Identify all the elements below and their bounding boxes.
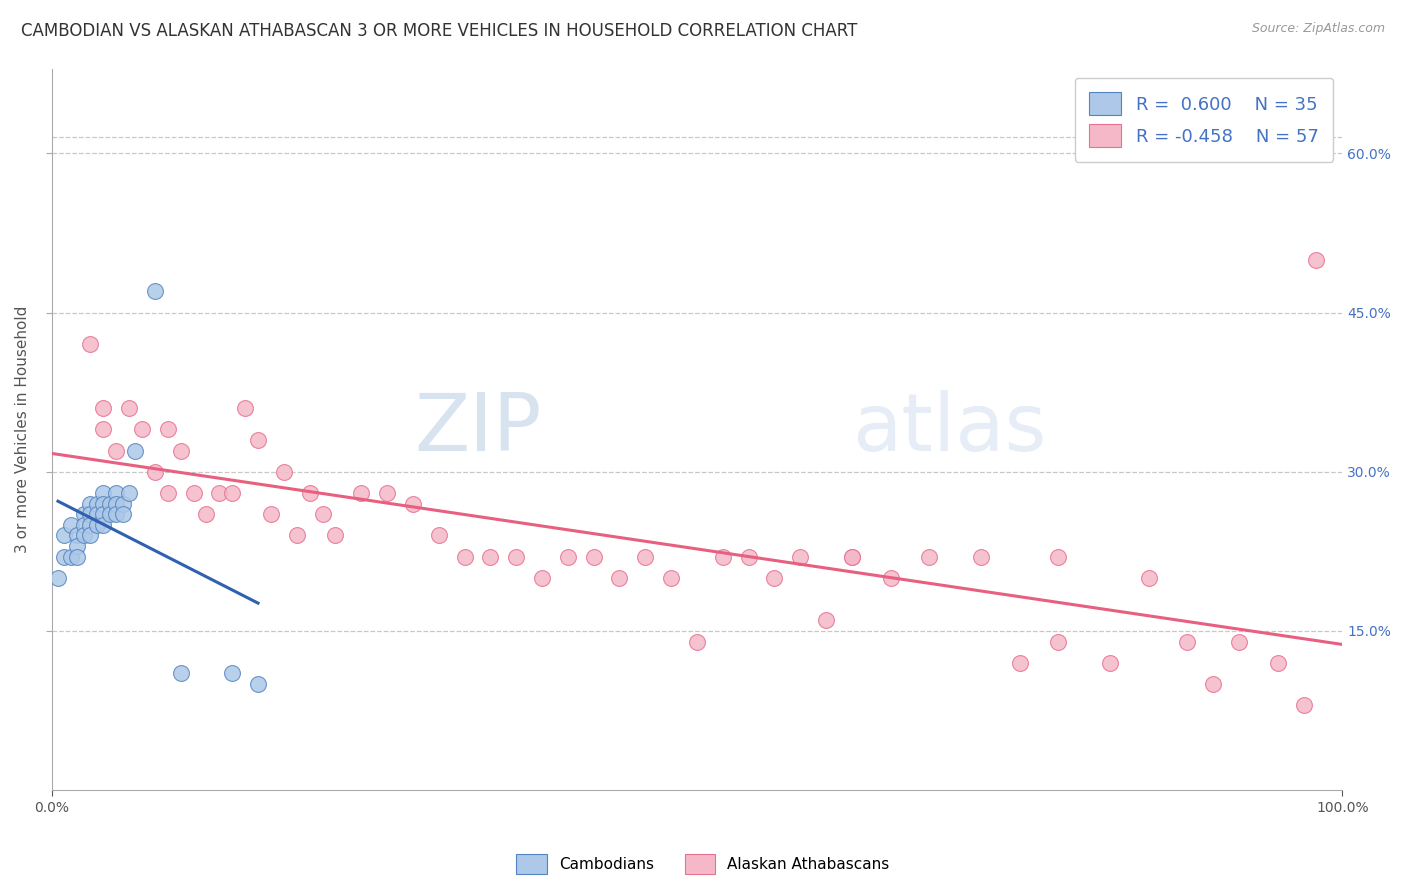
Point [111, 507, 134, 521]
Point [73, 517, 96, 532]
Point [79, 528, 101, 542]
Point [350, 486, 373, 500]
Point [143, 465, 166, 479]
Point [814, 613, 837, 627]
Point [505, 549, 527, 564]
Point [918, 549, 941, 564]
Point [124, 443, 146, 458]
Point [118, 486, 141, 500]
Point [711, 549, 734, 564]
Point [105, 486, 128, 500]
Point [98, 507, 121, 521]
Point [247, 677, 270, 691]
Point [737, 549, 759, 564]
Point [530, 571, 553, 585]
Point [479, 549, 502, 564]
Point [105, 443, 128, 458]
Point [970, 549, 993, 564]
Point [609, 571, 631, 585]
Point [86, 497, 108, 511]
Point [247, 433, 270, 447]
Point [86, 507, 108, 521]
Point [1047, 634, 1070, 648]
Point [208, 486, 231, 500]
Point [427, 528, 450, 542]
Point [118, 401, 141, 416]
Point [260, 507, 283, 521]
Point [53, 549, 76, 564]
Point [1227, 634, 1250, 648]
Point [156, 486, 179, 500]
Point [557, 549, 579, 564]
Point [233, 401, 256, 416]
Point [156, 422, 179, 436]
Point [98, 497, 121, 511]
Point [298, 486, 321, 500]
Text: CAMBODIAN VS ALASKAN ATHABASCAN 3 OR MORE VEHICLES IN HOUSEHOLD CORRELATION CHAR: CAMBODIAN VS ALASKAN ATHABASCAN 3 OR MOR… [21, 22, 858, 40]
Point [46, 571, 69, 585]
Point [841, 549, 863, 564]
Point [221, 486, 243, 500]
Point [169, 443, 191, 458]
Point [221, 666, 243, 681]
Point [59, 549, 82, 564]
Point [111, 497, 134, 511]
Point [879, 571, 901, 585]
Point [789, 549, 811, 564]
Point [73, 507, 96, 521]
Point [634, 549, 657, 564]
Point [91, 497, 114, 511]
Legend: Cambodians, Alaskan Athabascans: Cambodians, Alaskan Athabascans [510, 848, 896, 880]
Point [169, 666, 191, 681]
Point [325, 528, 347, 542]
Legend: R =  0.600    N = 35, R = -0.458    N = 57: R = 0.600 N = 35, R = -0.458 N = 57 [1074, 78, 1333, 161]
Point [453, 549, 475, 564]
Text: Source: ZipAtlas.com: Source: ZipAtlas.com [1251, 22, 1385, 36]
Point [1177, 634, 1199, 648]
Point [79, 517, 101, 532]
Point [79, 337, 101, 351]
Point [402, 497, 425, 511]
Point [91, 486, 114, 500]
Point [131, 422, 153, 436]
Point [582, 549, 605, 564]
Point [375, 486, 398, 500]
Point [183, 486, 205, 500]
Point [91, 401, 114, 416]
Point [105, 507, 128, 521]
Point [1098, 656, 1121, 670]
Point [659, 571, 682, 585]
Point [143, 285, 166, 299]
Point [66, 528, 89, 542]
Point [105, 497, 128, 511]
Point [91, 517, 114, 532]
Y-axis label: 3 or more Vehicles in Household: 3 or more Vehicles in Household [15, 306, 30, 553]
Point [311, 507, 333, 521]
Point [91, 422, 114, 436]
Point [59, 517, 82, 532]
Point [79, 507, 101, 521]
Point [273, 465, 295, 479]
Point [195, 507, 218, 521]
Point [86, 517, 108, 532]
Point [79, 497, 101, 511]
Point [841, 549, 863, 564]
Point [1292, 698, 1315, 713]
Text: ZIP: ZIP [415, 391, 541, 468]
Point [91, 507, 114, 521]
Point [763, 571, 786, 585]
Point [66, 539, 89, 553]
Point [73, 528, 96, 542]
Point [1137, 571, 1160, 585]
Point [1305, 252, 1327, 267]
Point [53, 528, 76, 542]
Point [1008, 656, 1031, 670]
Text: atlas: atlas [852, 391, 1046, 468]
Point [1267, 656, 1289, 670]
Point [1047, 549, 1070, 564]
Point [285, 528, 308, 542]
Point [686, 634, 709, 648]
Point [66, 549, 89, 564]
Point [1202, 677, 1225, 691]
